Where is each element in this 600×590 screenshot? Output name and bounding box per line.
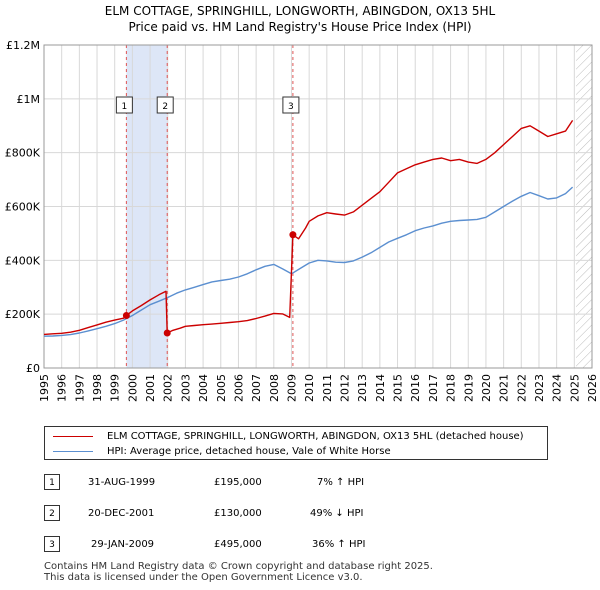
transaction-price: £495,000	[214, 539, 262, 550]
x-tick-label: 2024	[551, 374, 564, 402]
transaction-label-box	[282, 96, 300, 114]
transaction-label-number: 1	[122, 102, 128, 112]
x-tick-label: 2007	[250, 374, 263, 402]
plot-frame	[43, 44, 593, 369]
x-tick-label: 2018	[445, 374, 458, 402]
legend-swatch-hpi	[53, 450, 93, 452]
footer-line-licence: This data is licensed under the Open Gov…	[44, 572, 363, 583]
transaction-label-box	[115, 96, 133, 114]
transaction-number-badge: 3	[44, 536, 60, 552]
transaction-number-badge: 1	[44, 474, 60, 490]
y-tick-label: £800K	[5, 147, 41, 160]
y-tick-label: £400K	[5, 254, 41, 267]
x-tick-label: 2015	[392, 374, 405, 402]
chart-title-line1: ELM COTTAGE, SPRINGHILL, LONGWORTH, ABIN…	[104, 4, 496, 18]
x-tick-label: 2025	[568, 374, 581, 402]
legend-label-property: ELM COTTAGE, SPRINGHILL, LONGWORTH, ABIN…	[107, 430, 524, 442]
x-tick-label: 2001	[144, 374, 157, 402]
x-tick-label: 2020	[480, 374, 493, 402]
x-tick-label: 2003	[179, 374, 192, 402]
series-line-hpi	[43, 186, 574, 337]
chart-title-line2: Price paid vs. HM Land Registry's House …	[128, 20, 472, 34]
series-line-property	[43, 120, 574, 336]
y-tick-label: £200K	[5, 308, 41, 321]
x-tick-label: 1995	[38, 374, 51, 402]
legend-item-hpi: HPI: Average price, detached house, Vale…	[53, 444, 391, 458]
x-tick-label: 1996	[56, 374, 69, 402]
transaction-number-badge: 2	[44, 505, 60, 521]
x-tick-label: 2006	[232, 374, 245, 402]
x-tick-label: 2005	[215, 374, 228, 402]
y-tick-label: £1.2M	[6, 39, 40, 52]
x-tick-label: 2019	[462, 374, 475, 402]
footer-attribution: Contains HM Land Registry data © Crown c…	[44, 561, 433, 583]
legend-label-hpi: HPI: Average price, detached house, Vale…	[107, 445, 391, 457]
transaction-label-box	[156, 96, 174, 114]
x-tick-label: 1998	[91, 374, 104, 402]
x-tick-label: 2022	[515, 374, 528, 402]
x-tick-label: 1997	[73, 374, 86, 402]
x-tick-label: 2014	[374, 374, 387, 402]
transaction-label-number: 3	[288, 102, 294, 112]
x-tick-label: 2004	[197, 374, 210, 402]
transaction-label-number: 2	[162, 102, 168, 112]
x-tick-label: 2023	[533, 374, 546, 402]
legend-item-property: ELM COTTAGE, SPRINGHILL, LONGWORTH, ABIN…	[53, 429, 524, 443]
x-tick-label: 2000	[126, 374, 139, 402]
x-tick-label: 2011	[321, 374, 334, 402]
transaction-hpi-diff: 49% ↓ HPI	[310, 508, 364, 519]
x-tick-label: 2010	[303, 374, 316, 402]
x-tick-label: 2017	[427, 374, 440, 402]
x-tick-label: 2016	[409, 374, 422, 402]
x-tick-label: 2009	[285, 374, 298, 402]
x-tick-label: 1999	[109, 374, 122, 402]
x-tick-label: 2021	[498, 374, 511, 402]
footer-line-copyright: Contains HM Land Registry data © Crown c…	[44, 561, 433, 572]
legend: ELM COTTAGE, SPRINGHILL, LONGWORTH, ABIN…	[44, 426, 548, 460]
x-tick-label: 2013	[356, 374, 369, 402]
transaction-point	[289, 231, 297, 239]
x-tick-label: 2002	[162, 374, 175, 402]
transaction-date: 31-AUG-1999	[88, 477, 156, 488]
y-tick-label: £600K	[5, 201, 41, 214]
y-tick-label: £1M	[17, 93, 41, 106]
transaction-price: £130,000	[214, 508, 262, 519]
transaction-hpi-diff: 36% ↑ HPI	[312, 539, 366, 550]
x-tick-label: 2026	[586, 374, 599, 402]
price-chart: 1 2 3 £0 £200K £400K £600K £800K £1M £1.2M 1995 199…	[5, 39, 599, 402]
transaction-date: 20-DEC-2001	[88, 508, 155, 519]
legend-swatch-property	[53, 435, 93, 437]
transaction-point	[122, 312, 130, 320]
x-tick-label: 2008	[268, 374, 281, 402]
transaction-date: 29-JAN-2009	[91, 539, 155, 550]
transaction-price: £195,000	[214, 477, 262, 488]
x-tick-label: 2012	[339, 374, 352, 402]
transaction-hpi-diff: 7% ↑ HPI	[317, 477, 365, 488]
transaction-point	[163, 329, 171, 337]
y-tick-label: £0	[26, 362, 40, 375]
